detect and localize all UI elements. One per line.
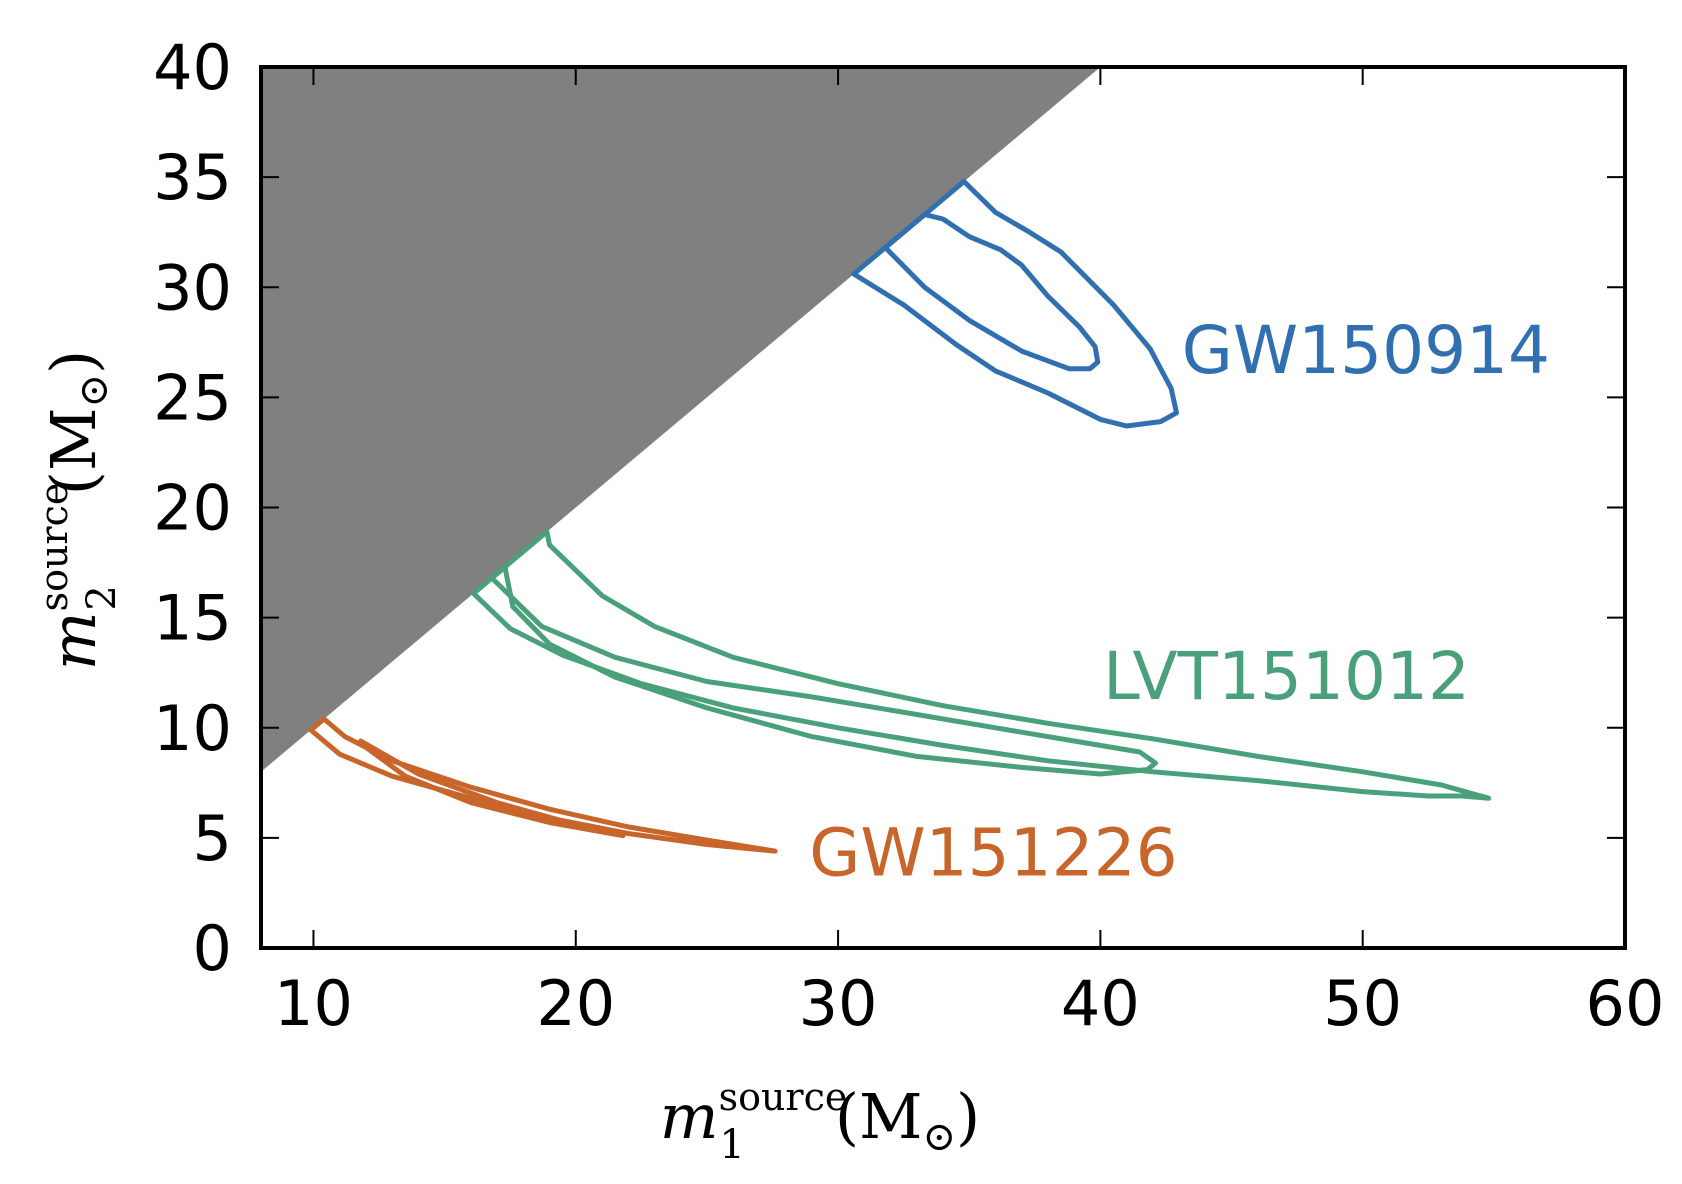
y-axis-unit-open: ( bbox=[37, 471, 110, 495]
plot-frame bbox=[259, 65, 1627, 950]
gw151226-contour-inner bbox=[358, 738, 626, 839]
x-axis-unit: M bbox=[859, 1080, 922, 1153]
x-tick-label: 50 bbox=[1323, 967, 1402, 1040]
label-gw150914: GW150914 bbox=[1182, 312, 1550, 389]
series-gw150914 bbox=[851, 179, 1179, 429]
y-axis-title: msource2 (M⊙) bbox=[32, 350, 125, 670]
excluded-region bbox=[261, 67, 1101, 772]
y-axis-superscript: source bbox=[32, 483, 76, 612]
x-tick-label: 10 bbox=[274, 967, 353, 1040]
x-axis-superscript: source bbox=[719, 1075, 848, 1119]
gw150914-contour-inner bbox=[882, 212, 1101, 372]
y-axis-subscript: 2 bbox=[79, 585, 125, 610]
lvt151012-contour-inner bbox=[489, 564, 1158, 777]
x-tick-label: 40 bbox=[1061, 967, 1140, 1040]
series-gw151226 bbox=[308, 716, 778, 854]
x-axis-subscript: 1 bbox=[719, 1122, 744, 1168]
y-tick-label: 5 bbox=[193, 802, 232, 875]
y-tick-label: 15 bbox=[153, 582, 232, 655]
y-tick-label: 25 bbox=[153, 361, 232, 434]
y-axis-unit-close: ) bbox=[37, 350, 110, 374]
gw151226-contour-outer bbox=[308, 716, 778, 854]
y-tick-label: 20 bbox=[153, 472, 232, 545]
label-gw151226: GW151226 bbox=[809, 814, 1177, 891]
event-labels: GW150914 LVT151012 GW151226 bbox=[809, 312, 1550, 891]
y-tick-label: 40 bbox=[153, 31, 232, 104]
x-axis-symbol: m bbox=[660, 1080, 719, 1153]
x-axis-unit-close: ) bbox=[956, 1080, 980, 1153]
x-tick-label: 60 bbox=[1586, 967, 1665, 1040]
y-axis-unit-symbol: ⊙ bbox=[71, 374, 117, 408]
x-tick-labels: 10 20 30 40 50 60 bbox=[274, 967, 1664, 1040]
series-lvt151012 bbox=[471, 529, 1492, 801]
label-lvt151012: LVT151012 bbox=[1103, 638, 1470, 715]
gw150914-contour-outer bbox=[851, 179, 1179, 429]
x-axis-unit-open: ( bbox=[835, 1080, 859, 1153]
y-tick-labels: 0 5 10 15 20 25 30 35 40 bbox=[153, 31, 232, 985]
y-tick-label: 35 bbox=[153, 141, 232, 214]
x-axis-unit-symbol: ⊙ bbox=[923, 1114, 957, 1160]
y-axis-unit: M bbox=[37, 407, 110, 470]
y-tick-label: 30 bbox=[153, 251, 232, 324]
y-axis-symbol: m bbox=[37, 611, 110, 670]
y-tick-label: 0 bbox=[193, 912, 232, 985]
contour-layer bbox=[308, 179, 1492, 854]
lvt151012-contour-outer bbox=[471, 529, 1492, 801]
x-tick-label: 20 bbox=[536, 967, 615, 1040]
y-tick-label: 10 bbox=[153, 692, 232, 765]
x-tick-label: 30 bbox=[799, 967, 878, 1040]
plot-area bbox=[261, 67, 1492, 854]
x-axis-title: msource 1 (M⊙) bbox=[660, 1075, 980, 1168]
